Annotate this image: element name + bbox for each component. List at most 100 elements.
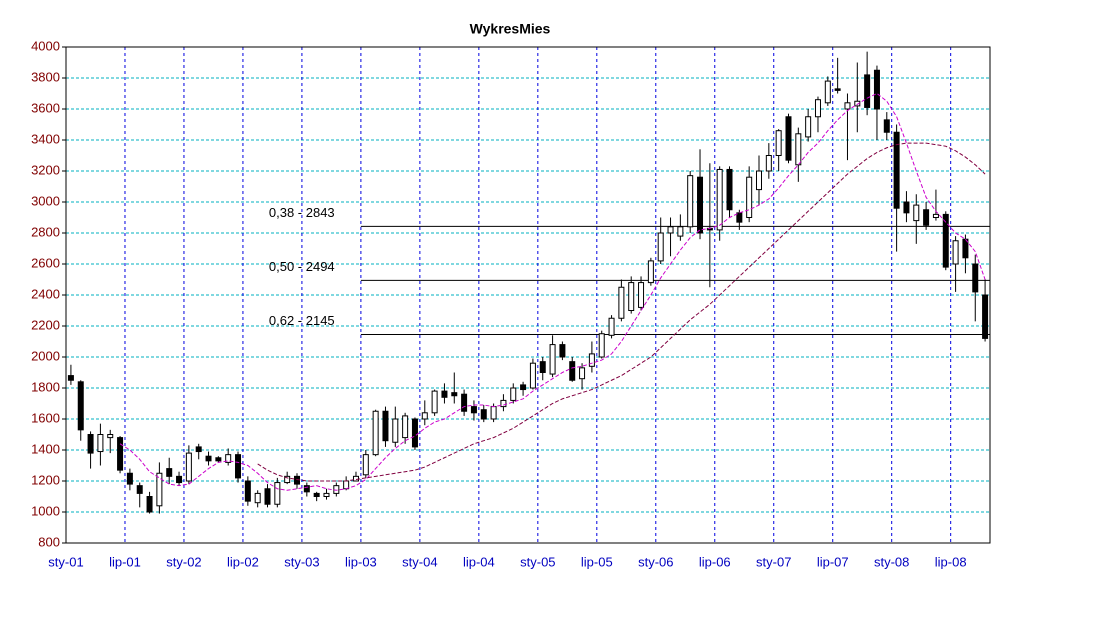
candle-body [539, 361, 546, 373]
x-tick-label: sty-03 [284, 554, 319, 569]
candle-body [529, 362, 536, 389]
y-tick-label: 2600 [31, 255, 60, 270]
candle-body [608, 317, 615, 336]
y-tick-label: 2800 [31, 224, 60, 239]
candle-body [362, 454, 369, 476]
candle-body [136, 485, 143, 494]
y-tick-label: 1400 [31, 441, 60, 456]
candle-body [431, 390, 438, 414]
candle-body [628, 282, 635, 312]
candle-body [883, 119, 890, 133]
candle-body [313, 492, 320, 497]
candle-body [814, 99, 821, 118]
candle-body [303, 485, 310, 493]
candle-body [736, 212, 743, 223]
candle-body [598, 333, 605, 358]
candle-body [824, 80, 831, 104]
candle-body [588, 353, 595, 367]
candle-body [205, 455, 212, 462]
candle-body [87, 434, 94, 454]
candle-body [215, 457, 222, 462]
candle-body [156, 472, 163, 507]
candle-body [677, 226, 684, 237]
candle-body [579, 367, 586, 380]
x-tick-label: lip-03 [345, 554, 377, 569]
x-tick-label: lip-08 [935, 554, 967, 569]
candle-body [697, 176, 704, 234]
candle-body [264, 488, 271, 505]
level-label: 0,62 - 2145 [269, 313, 335, 328]
x-tick-label: lip-01 [109, 554, 141, 569]
candle-body [913, 204, 920, 222]
level-label: 0,38 - 2843 [269, 205, 335, 220]
candle-body [284, 475, 291, 484]
y-tick-label: 2000 [31, 348, 60, 363]
y-tick-label: 1200 [31, 472, 60, 487]
candle-body [795, 133, 802, 166]
candle-body [146, 496, 153, 513]
candle-body [67, 375, 74, 381]
candle-body [402, 415, 409, 439]
candle-body [903, 201, 910, 214]
candle-body [244, 480, 251, 502]
candle-body [451, 392, 458, 397]
candle-body [480, 409, 487, 420]
y-tick-label: 1800 [31, 379, 60, 394]
candle-body [126, 472, 133, 485]
candle-body [942, 213, 949, 268]
y-tick-label: 1000 [31, 503, 60, 518]
candle-body [982, 294, 989, 339]
plot-border [65, 46, 991, 544]
x-tick-label: sty-07 [756, 554, 791, 569]
candle-body [864, 74, 871, 108]
candle-body [254, 492, 261, 504]
x-tick-label: sty-01 [48, 554, 83, 569]
y-tick-label: 2200 [31, 317, 60, 332]
candle-body [343, 480, 350, 490]
candle-body [923, 209, 930, 226]
candle-body [785, 116, 792, 161]
candle-body [225, 454, 232, 463]
candle-body [893, 131, 900, 209]
y-tick-label: 1600 [31, 410, 60, 425]
chart-title: WykresMies [470, 21, 551, 37]
candle-body [972, 263, 979, 293]
x-tick-label: lip-02 [227, 554, 259, 569]
candle-body [775, 130, 782, 156]
candle-body [500, 399, 507, 408]
x-tick-label: sty-05 [520, 554, 555, 569]
candle-body [805, 116, 812, 138]
candle-body [176, 475, 183, 484]
x-tick-label: lip-06 [699, 554, 731, 569]
candle-body [520, 384, 527, 391]
y-tick-label: 800 [38, 534, 60, 549]
candle-body [323, 492, 330, 497]
candle-body [235, 454, 242, 479]
candle-body [844, 102, 851, 110]
candle-body [392, 418, 399, 443]
candle-body [510, 387, 517, 401]
candle-body [716, 168, 723, 231]
x-tick-label: sty-04 [402, 554, 437, 569]
x-tick-label: lip-04 [463, 554, 495, 569]
candle-body [657, 232, 664, 262]
candle-body [549, 344, 556, 375]
y-tick-label: 3800 [31, 69, 60, 84]
candle-body [618, 286, 625, 319]
candle-body [765, 155, 772, 172]
candle-body [185, 452, 192, 482]
x-tick-label: sty-02 [166, 554, 201, 569]
y-tick-label: 3000 [31, 193, 60, 208]
candle-body [638, 282, 645, 308]
candle-body [382, 410, 389, 442]
x-tick-label: lip-05 [581, 554, 613, 569]
candle-body [441, 390, 448, 398]
x-tick-label: sty-08 [874, 554, 909, 569]
candle-body [746, 176, 753, 218]
y-tick-label: 3200 [31, 162, 60, 177]
candle-body [274, 482, 281, 505]
candle-body [97, 434, 104, 453]
candle-body [952, 240, 959, 265]
